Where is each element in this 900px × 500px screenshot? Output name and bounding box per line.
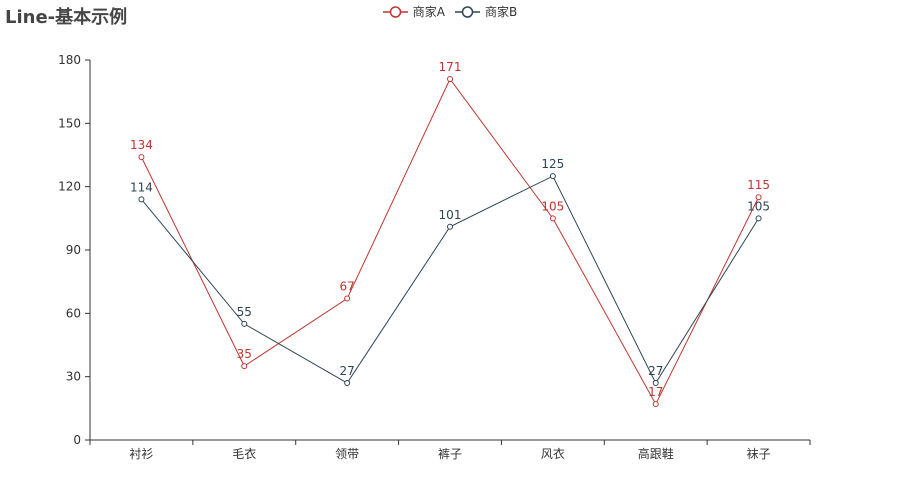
y-tick-label: 30 [66,370,81,384]
data-label-a: 171 [439,60,462,74]
legend-swatch-series-b [454,5,480,18]
data-point-a [549,215,556,222]
y-tick-label: 180 [58,53,81,67]
data-point-b [241,320,248,327]
data-label-a: 134 [130,138,153,152]
data-point-a [755,194,762,201]
y-tick-label: 150 [58,116,81,130]
data-label-b: 105 [747,199,770,213]
data-label-a: 67 [340,280,355,294]
data-point-b [652,380,659,386]
y-tick-label: 0 [73,433,81,447]
data-label-a: 35 [237,347,252,361]
data-point-b [447,223,453,230]
y-tick-label: 60 [66,306,81,320]
legend-label-series-a: 商家A [412,5,445,19]
data-point-a [652,401,659,408]
data-point-b [344,380,351,386]
data-point-a [447,76,453,82]
legend-swatch-series-a [382,5,408,18]
legend-label-series-b: 商家B [484,5,518,19]
series-line-a [140,78,760,406]
x-tick-label: 袜子 [747,447,771,461]
data-label-b: 27 [340,364,355,378]
data-point-a [241,363,248,370]
legend-item-series-a[interactable]: 商家A [382,3,445,20]
y-tick-label: 120 [58,180,81,194]
chart-title: Line-基本示例 [5,7,128,28]
x-tick-label: 衬衫 [129,447,153,461]
legend-item-series-b[interactable]: 商家B [454,3,518,20]
data-point-a [344,295,351,302]
data-label-a: 105 [541,199,564,213]
data-point-b [755,215,762,222]
x-tick-label: 裤子 [438,447,462,461]
data-label-b: 125 [541,157,564,171]
x-tick-label: 领带 [335,447,359,461]
data-label-b: 114 [130,180,153,194]
legend: 商家A 商家B [0,3,900,20]
data-point-b [138,196,145,203]
x-tick-label: 风衣 [541,446,565,461]
data-point-b [549,173,556,180]
data-label-a: 17 [648,385,663,399]
data-point-a [138,154,145,161]
data-label-b: 55 [237,305,252,319]
data-label-b: 27 [648,364,663,378]
data-label-b: 101 [439,208,462,222]
x-tick-label: 毛衣 [232,446,256,461]
x-tick-label: 高跟鞋 [638,446,674,461]
data-label-a: 115 [747,178,770,192]
y-tick-label: 90 [66,243,81,257]
